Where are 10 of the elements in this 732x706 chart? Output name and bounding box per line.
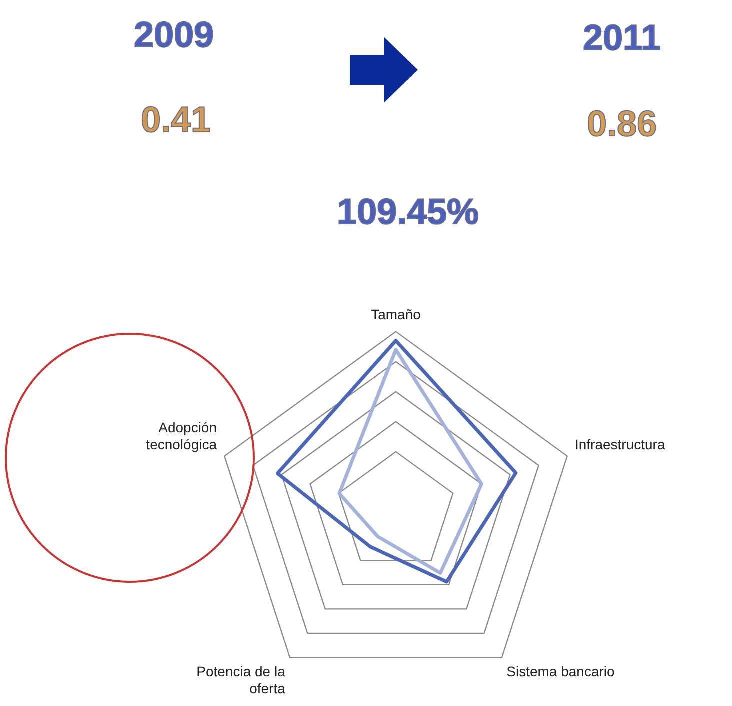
spoke-label: Sistema bancario (506, 664, 615, 680)
text: 109.45% (336, 191, 480, 233)
text: 2011 (582, 17, 662, 59)
spoke-label: Adopción tecnológica (146, 420, 218, 452)
text: 0.86 (586, 103, 658, 145)
text: 2009 (134, 14, 214, 56)
text: 0.41 (140, 99, 212, 141)
spoke-label: Potencia de la oferta (196, 664, 286, 696)
spoke-label: Tamaño (371, 306, 422, 322)
spoke-label: Infraestructura (574, 436, 666, 452)
